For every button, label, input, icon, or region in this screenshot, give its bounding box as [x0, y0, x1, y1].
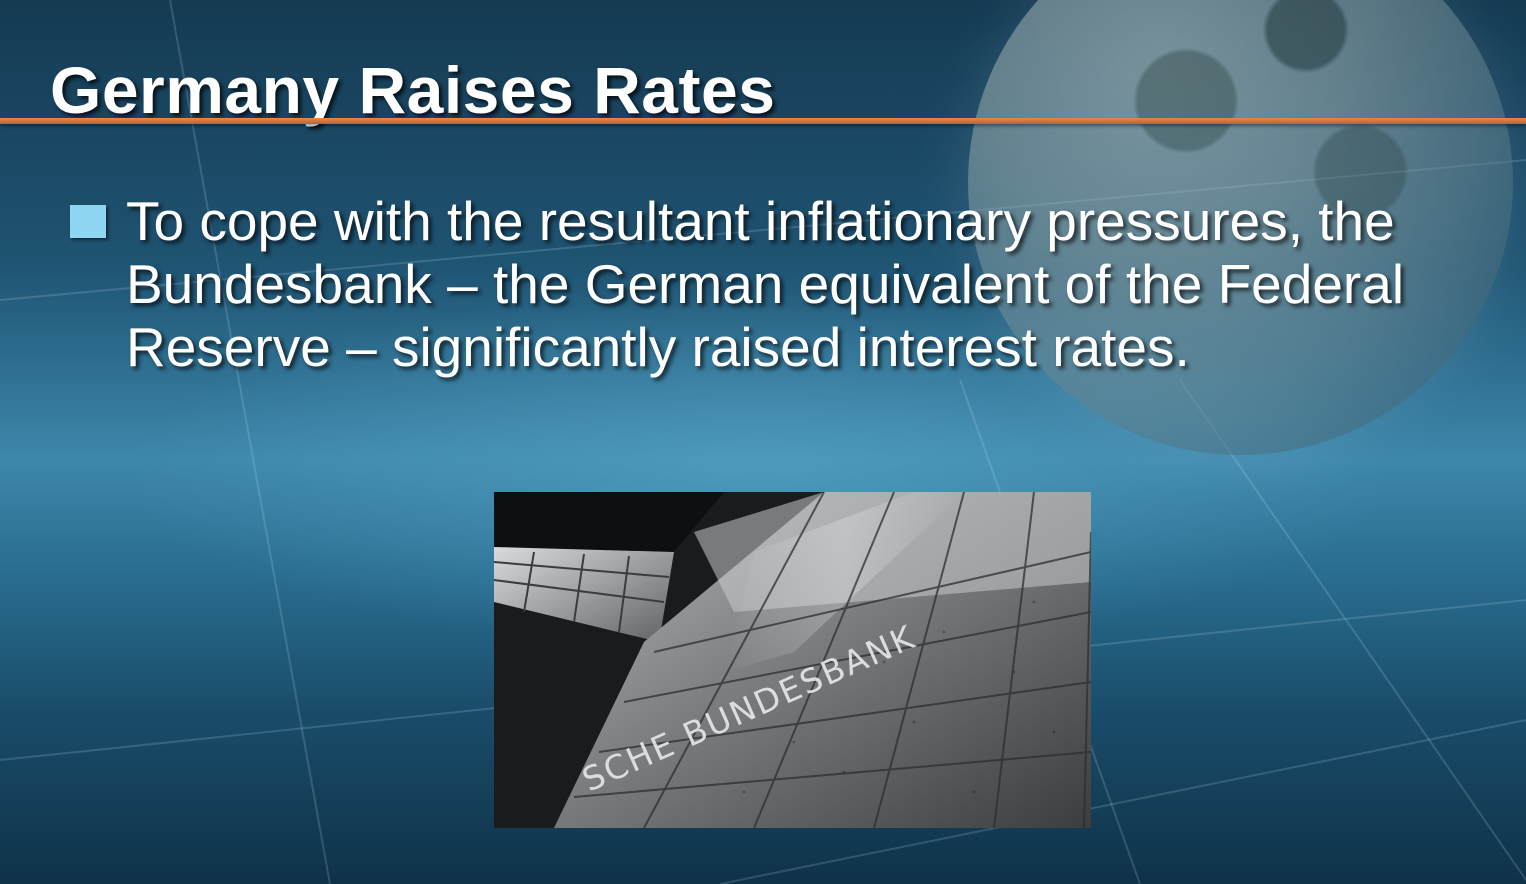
globe-graphic: [968, 0, 1513, 455]
slide-title: Germany Raises Rates: [50, 53, 776, 127]
bullet-text: To cope with the resultant inflationary …: [126, 190, 1405, 378]
bundesbank-building-photo: SCHE BUNDESBANK: [494, 492, 1091, 828]
bullet-marker-icon: [70, 205, 106, 238]
title-underline: [0, 118, 1526, 124]
